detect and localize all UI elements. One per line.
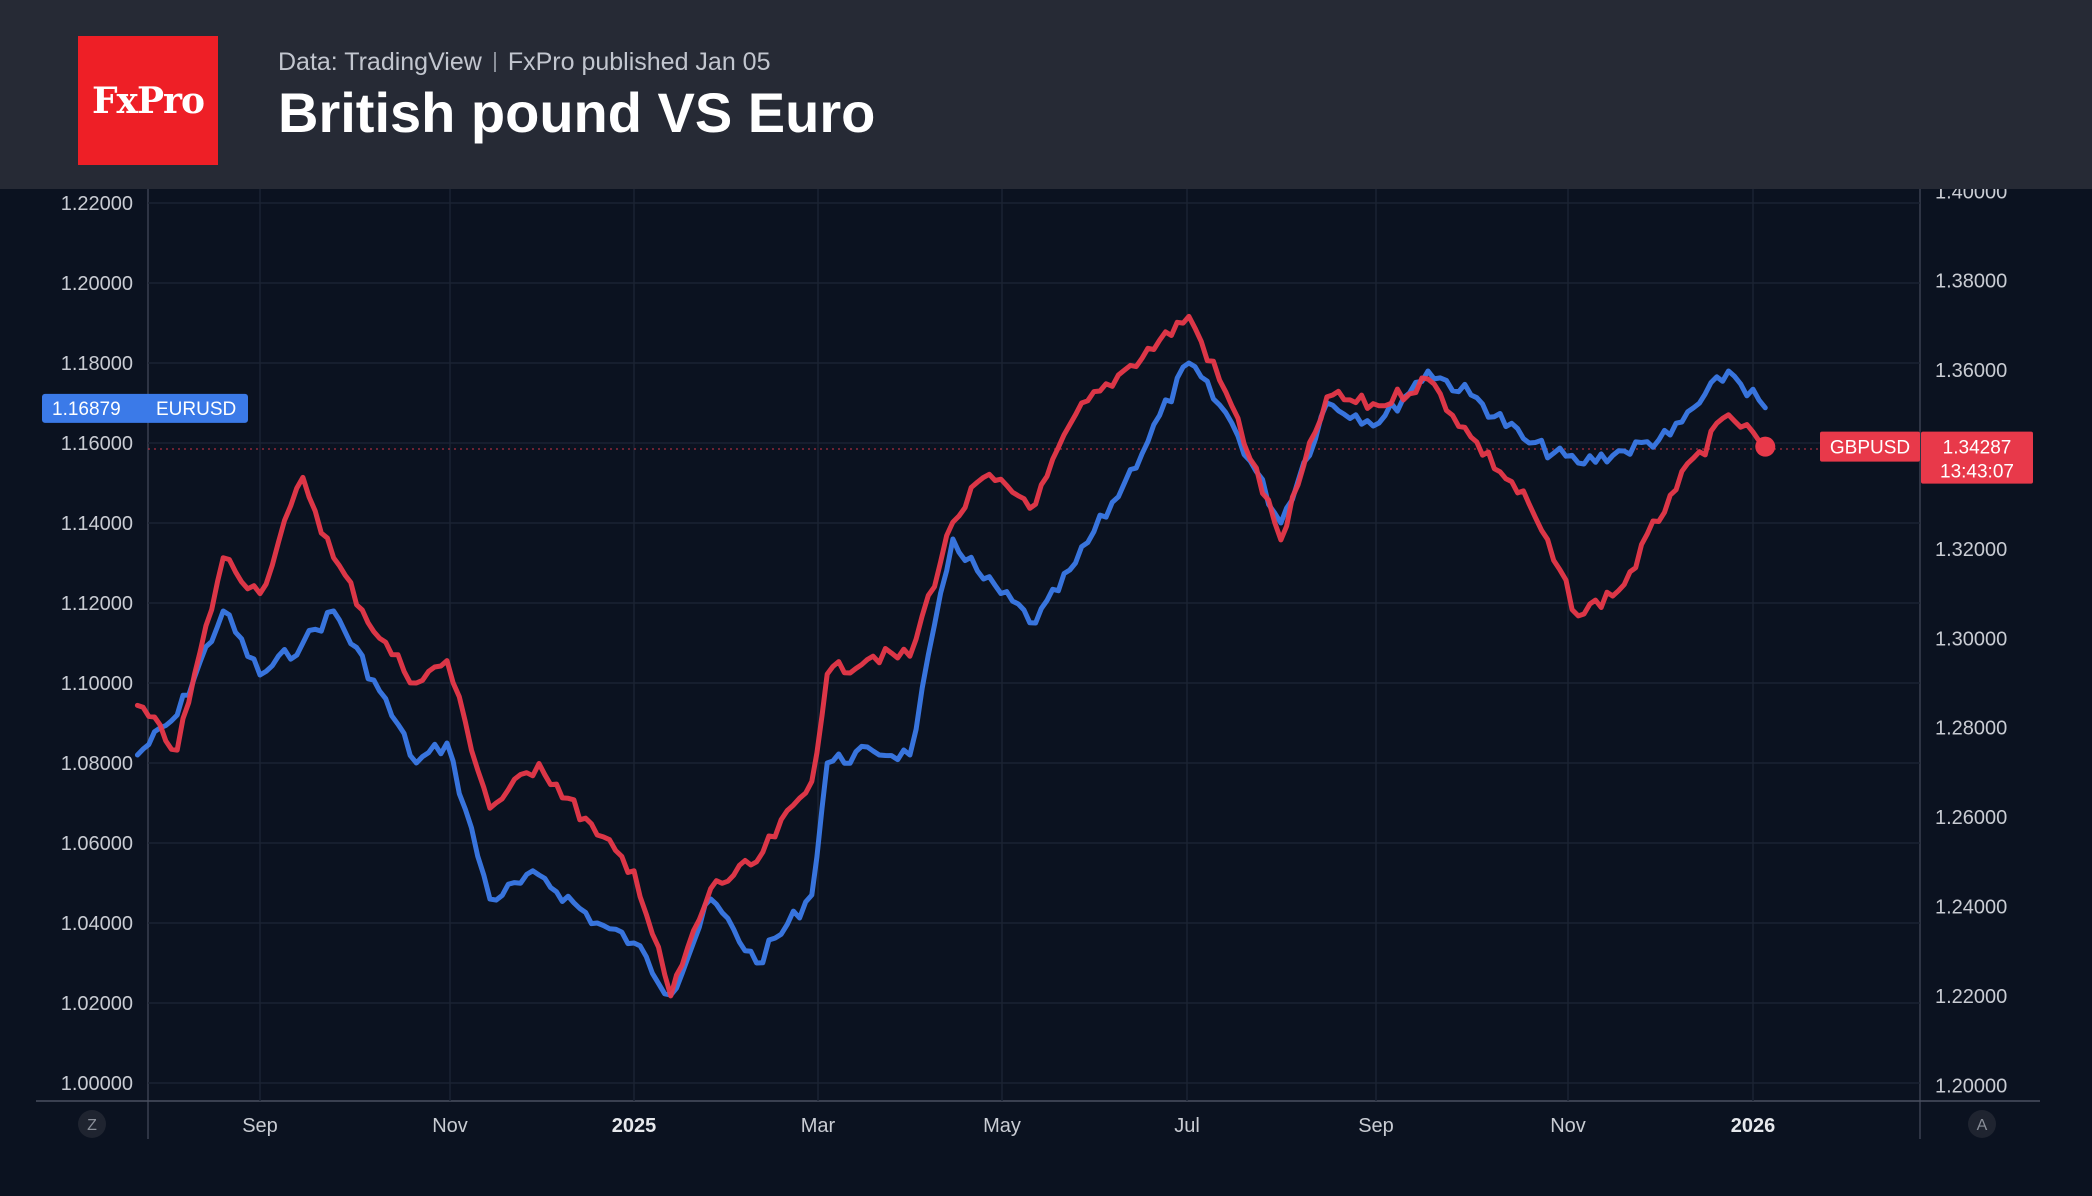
- left-axis: 1.22000 1.20000 1.18000 1.16000 1.14000 1.120…: [61, 193, 133, 1095]
- gbpusd-price-badge: [1921, 431, 2033, 484]
- fxpro-logo: FxPro: [78, 36, 218, 165]
- auto-scale-button[interactable]: A: [1968, 1110, 1996, 1138]
- series-line-eurusd: [134, 360, 1768, 998]
- eurusd-badge-value: 1.16879: [52, 399, 121, 420]
- left-tick-label: 1.06000: [61, 833, 133, 855]
- eurusd-badge: [42, 393, 248, 423]
- left-tick-label: 1.08000: [61, 753, 133, 775]
- right-tick-label: 1.22000: [1935, 986, 2007, 1008]
- x-tick-label: Nov: [432, 1115, 468, 1137]
- data-source: Data: TradingView: [278, 48, 482, 76]
- left-tick-label: 1.00000: [61, 1073, 133, 1095]
- auto-scale-label: A: [1977, 1117, 1988, 1134]
- gbpusd-label-badge: [1820, 431, 1920, 462]
- right-axis: 1.400001.380001.360001.340001.320001.300…: [1935, 189, 2007, 1097]
- chart-title: British pound VS Euro: [278, 81, 876, 144]
- left-tick-label: 1.14000: [61, 513, 133, 535]
- x-tick-label: 2026: [1731, 1115, 1776, 1137]
- x-tick-label: May: [983, 1115, 1021, 1137]
- right-tick-label: 1.30000: [1935, 628, 2007, 650]
- price-badges: 1.16879 EURUSD GBPUSD 1.34287 13:43:07: [42, 393, 2033, 484]
- x-tick-label: Sep: [1358, 1115, 1394, 1137]
- chart-series: [134, 313, 1776, 999]
- reset-zoom-button[interactable]: Z: [78, 1110, 106, 1138]
- x-tick-label: Nov: [1550, 1115, 1586, 1137]
- right-tick-label: 1.24000: [1935, 897, 2007, 919]
- eurusd-badge-label: EURUSD: [156, 399, 236, 420]
- gbpusd-badge-time: 13:43:07: [1940, 462, 2014, 483]
- left-tick-label: 1.18000: [61, 353, 133, 375]
- left-tick-label: 1.22000: [61, 193, 133, 215]
- right-tick-label: 1.38000: [1935, 271, 2007, 293]
- left-tick-label: 1.02000: [61, 993, 133, 1015]
- chart-subtitle: Data: TradingView FxPro published Jan 05: [278, 48, 771, 77]
- left-tick-label: 1.16000: [61, 433, 133, 455]
- right-tick-label: 1.26000: [1935, 807, 2007, 829]
- gbpusd-last-point: [1755, 436, 1776, 457]
- right-tick-label: 1.40000: [1935, 189, 2007, 203]
- left-tick-label: 1.10000: [61, 673, 133, 695]
- chart-header: FxPro Data: TradingView FxPro published J…: [0, 0, 2092, 189]
- x-tick-label: 2025: [612, 1115, 657, 1137]
- x-tick-label: Sep: [242, 1115, 278, 1137]
- left-tick-label: 1.12000: [61, 593, 133, 615]
- right-tick-label: 1.20000: [1935, 1075, 2007, 1097]
- right-tick-label: 1.36000: [1935, 360, 2007, 382]
- subtitle-divider: [493, 52, 496, 72]
- left-tick-label: 1.04000: [61, 913, 133, 935]
- published-date: FxPro published Jan 05: [507, 48, 771, 76]
- series-line-gbpusd: [134, 313, 1768, 999]
- left-tick-label: 1.20000: [61, 273, 133, 295]
- gbpusd-badge-value: 1.34287: [1943, 438, 2012, 459]
- gbpusd-badge-label: GBPUSD: [1830, 438, 1910, 459]
- price-chart[interactable]: 1.22000 1.20000 1.18000 1.16000 1.14000 1.120…: [0, 189, 2092, 1196]
- time-axis: Sep Nov 2025 Mar May Jul Sep Nov 2026: [242, 1115, 1775, 1137]
- reset-zoom-label: Z: [87, 1117, 97, 1134]
- x-tick-label: Jul: [1174, 1115, 1200, 1137]
- chart-grid: [36, 189, 2040, 1139]
- right-tick-label: 1.28000: [1935, 718, 2007, 740]
- x-tick-label: Mar: [801, 1115, 836, 1137]
- right-tick-label: 1.32000: [1935, 539, 2007, 561]
